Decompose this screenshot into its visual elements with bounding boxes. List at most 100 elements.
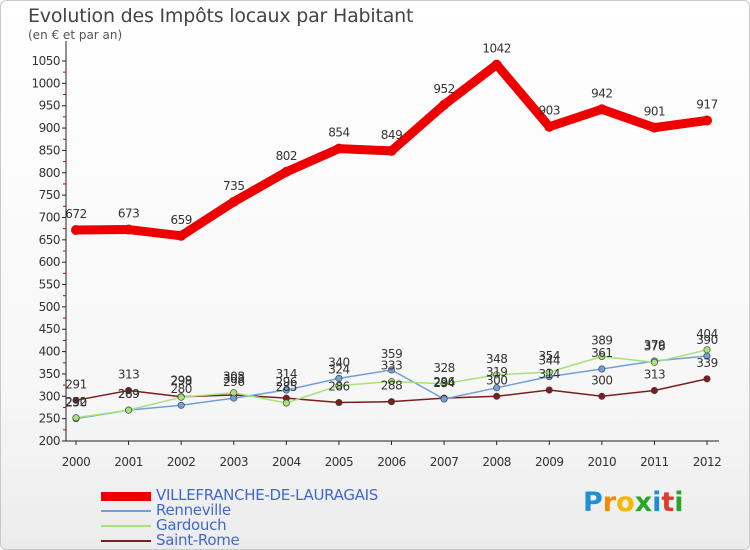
x-tick-label: 2003 <box>219 455 248 469</box>
data-label: 901 <box>644 105 665 119</box>
data-label: 285 <box>276 380 297 394</box>
data-point <box>703 346 711 354</box>
data-label: 296 <box>223 375 244 389</box>
data-label: 252 <box>65 395 86 409</box>
data-label: 333 <box>381 359 402 373</box>
data-label: 659 <box>170 213 191 227</box>
data-point <box>440 395 448 403</box>
data-label: 314 <box>539 367 560 381</box>
logo-letter: i <box>652 487 662 518</box>
legend-swatch <box>101 492 151 501</box>
y-tick-label: 900 <box>39 121 60 135</box>
data-label: 296 <box>433 375 454 389</box>
data-point <box>598 365 606 373</box>
y-tick-label: 250 <box>39 412 60 426</box>
data-label: 269 <box>118 387 139 401</box>
data-point <box>545 368 553 376</box>
data-label: 319 <box>486 365 507 379</box>
data-point <box>493 392 501 400</box>
data-label: 288 <box>381 379 402 393</box>
data-label: 390 <box>696 333 717 347</box>
data-label: 376 <box>644 339 665 353</box>
data-label: 354 <box>539 349 560 363</box>
data-label: 361 <box>591 346 612 360</box>
legend-label: Renneville <box>156 501 231 519</box>
data-point <box>281 166 292 177</box>
data-label: 903 <box>539 104 560 118</box>
x-tick-label: 2006 <box>377 455 406 469</box>
y-tick-label: 550 <box>39 278 60 292</box>
y-tick-label: 650 <box>39 233 60 247</box>
chart-subtitle: (en € et par an) <box>28 28 123 42</box>
data-point <box>333 143 344 154</box>
data-point <box>598 353 606 361</box>
data-label: 303 <box>223 372 244 386</box>
data-label: 250 <box>65 396 86 410</box>
data-label: 286 <box>328 380 349 394</box>
data-point <box>386 145 397 156</box>
y-tick-label: 500 <box>39 300 60 314</box>
data-label: 313 <box>118 367 139 381</box>
data-label: 389 <box>591 334 612 348</box>
logo-letter: t <box>661 487 675 518</box>
data-point <box>228 196 239 207</box>
data-label: 735 <box>223 179 244 193</box>
data-label: 314 <box>276 367 297 381</box>
x-tick-label: 2011 <box>640 455 669 469</box>
x-tick-label: 2004 <box>272 455 301 469</box>
data-label: 359 <box>381 347 402 361</box>
data-point <box>387 398 395 406</box>
y-tick-label: 700 <box>39 210 60 224</box>
data-point <box>545 386 553 394</box>
data-label: 672 <box>65 207 86 221</box>
data-point <box>702 115 712 126</box>
data-point <box>596 104 607 115</box>
y-tick-label: 850 <box>39 143 60 157</box>
data-label: 917 <box>696 97 717 111</box>
x-tick-label: 2002 <box>167 455 196 469</box>
data-label: 299 <box>170 374 191 388</box>
data-point <box>598 392 606 400</box>
y-tick-label: 1000 <box>31 76 60 90</box>
data-point <box>387 366 395 374</box>
logo-letter: x <box>634 487 653 518</box>
x-tick-label: 2000 <box>62 455 91 469</box>
data-point <box>125 406 133 414</box>
x-tick-label: 2009 <box>535 455 564 469</box>
legend-swatch <box>101 510 151 512</box>
y-tick-label: 1050 <box>31 54 60 68</box>
data-point <box>177 393 185 401</box>
x-tick-label: 2012 <box>693 455 722 469</box>
data-point <box>282 399 290 407</box>
data-point <box>649 122 660 133</box>
data-label: 344 <box>539 354 560 368</box>
data-point <box>387 378 395 386</box>
data-label: 300 <box>591 373 612 387</box>
data-label: 673 <box>118 207 139 221</box>
data-point <box>440 380 448 388</box>
data-label: 300 <box>486 373 507 387</box>
chart-title: Evolution des Impôts locaux par Habitant <box>28 5 414 27</box>
data-point <box>335 374 343 382</box>
logo-letter: o <box>616 487 635 518</box>
data-label: 339 <box>696 356 717 370</box>
data-label: 802 <box>276 149 297 163</box>
legend-label: VILLEFRANCHE-DE-LAURAGAIS <box>156 486 378 504</box>
legend-swatch <box>101 540 151 542</box>
data-point <box>544 121 555 132</box>
x-tick-label: 2005 <box>325 455 354 469</box>
y-tick-label: 300 <box>39 389 60 403</box>
data-label: 854 <box>328 126 349 140</box>
y-tick-label: 600 <box>39 255 60 269</box>
data-point <box>335 399 343 407</box>
legend-label: Gardouch <box>156 516 227 534</box>
data-label: 379 <box>644 338 665 352</box>
proxiti-logo: Proxiti <box>583 487 684 518</box>
data-label: 348 <box>486 352 507 366</box>
x-tick-label: 2008 <box>482 455 511 469</box>
data-label: 280 <box>170 382 191 396</box>
y-tick-label: 450 <box>39 322 60 336</box>
data-label: 313 <box>644 367 665 381</box>
data-label: 308 <box>223 370 244 384</box>
